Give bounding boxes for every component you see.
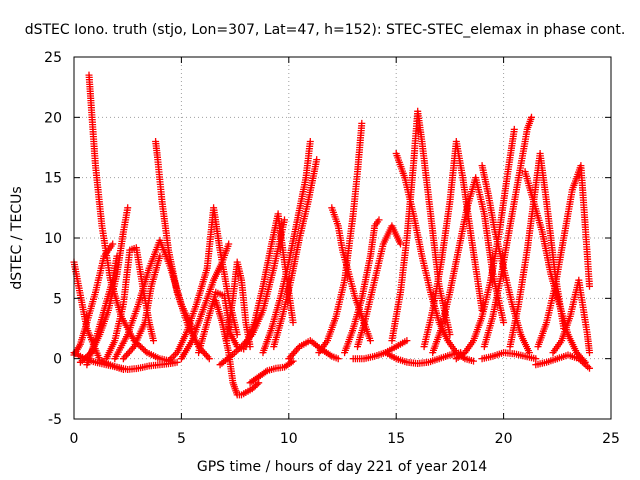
data-series-markers <box>328 204 374 345</box>
data-series-markers <box>420 138 486 351</box>
data-series-markers <box>315 119 366 357</box>
data-series-markers <box>246 357 297 387</box>
axis-ticks: 0 5 10 15 20 25 -5 0 5 10 15 20 25 <box>44 50 620 447</box>
data-series-markers <box>549 276 593 357</box>
x-tick-label: 20 <box>495 431 513 447</box>
data-series-markers <box>259 138 314 357</box>
data-series-markers <box>119 252 164 363</box>
data-series-markers <box>270 156 321 351</box>
data-series-markers <box>534 162 593 351</box>
x-tick-label: 5 <box>177 431 186 447</box>
data-series-markers <box>354 222 404 351</box>
data-series-markers <box>285 337 342 363</box>
data-series-markers <box>478 349 540 363</box>
y-tick-label: 10 <box>44 231 62 247</box>
data-markers <box>70 71 593 399</box>
data-series-markers <box>429 174 508 357</box>
x-tick-label: 15 <box>387 431 405 447</box>
x-tick-label: 10 <box>280 431 298 447</box>
data-series-markers <box>223 258 254 351</box>
y-tick-label: 20 <box>44 110 62 126</box>
data-series-markers <box>83 252 121 369</box>
data-series-markers <box>382 349 465 367</box>
y-tick-label: 5 <box>53 291 62 307</box>
y-tick-label: 15 <box>44 171 62 187</box>
data-series-markers <box>177 240 233 363</box>
x-tick-label: 25 <box>602 431 620 447</box>
data-series-markers <box>341 216 383 357</box>
y-tick-label: 0 <box>53 352 62 368</box>
y-axis-label: dSTEC / TECUs <box>9 186 25 289</box>
data-series-markers <box>480 113 535 351</box>
data-series-markers <box>349 337 411 363</box>
data-series-markers <box>532 351 593 372</box>
chart-title: dSTEC Iono. truth (stjo, Lon=307, Lat=47… <box>25 22 626 38</box>
x-tick-label: 0 <box>70 431 79 447</box>
y-tick-label: 25 <box>44 50 62 66</box>
y-tick-label: -5 <box>48 412 62 428</box>
x-axis-label: GPS time / hours of day 221 of year 2014 <box>197 459 487 475</box>
